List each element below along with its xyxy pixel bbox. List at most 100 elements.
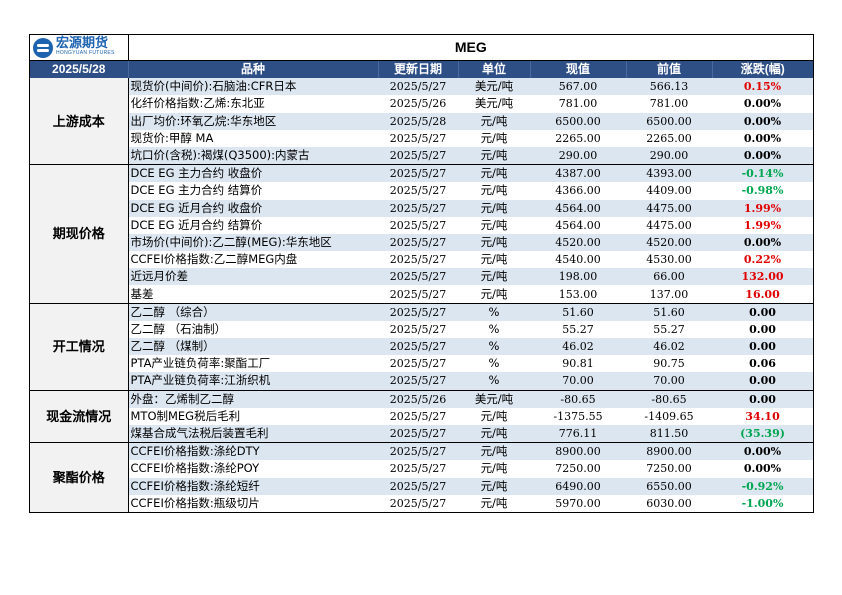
current-value: 55.27 [562,322,594,336]
update-date: 2025/5/26 [389,97,447,111]
unit: 元/吨 [458,285,530,304]
previous-value: 6500.00 [626,112,712,130]
table-row: CCFEI价格指数:瓶级切片 2025/5/27 元/吨 5970.00 6030.00… [30,494,814,513]
update-date: 2025/5/27 [378,424,458,444]
table-row: 基差 2025/5/27 元/吨 153.00 137.00 16.00 [30,285,814,304]
previous-value: 811.50 [626,424,712,444]
change-value: 0.00% [743,131,782,145]
col-header-name: 品种 [128,60,379,79]
current-value: 70.00 [530,372,626,391]
table-row: 期现价格 DCE EG 主力合约 收盘价 2025/5/27 元/吨 4387.00 43… [30,164,814,304]
change-value: 0.00% [712,112,814,130]
update-date: 2025/5/27 [389,462,447,476]
current-value: 8900.00 [530,442,626,461]
item-name: MTO制MEG税后毛利 [130,408,241,423]
current-value: 2265.00 [555,131,601,145]
group-label: 期现价格 [30,164,129,304]
update-date: 2025/5/27 [378,268,458,286]
table-row: 开工情况 乙二醇 （综合） 2025/5/27% 51.60 51.60 0.00 [30,303,814,391]
table-row: 坑口价(含税):褐煤(Q3500):内蒙古 2025/5/27 元/吨 290.00 2… [30,146,814,166]
update-date: 2025/5/27 [389,184,447,198]
unit: % [488,356,500,371]
table-row: 上游成本 现货价(中间价):石脑油:CFR日本 2025/5/27 美元/吨 567.0… [30,78,814,166]
table-row: 市场价(中间价):乙二醇(MEG):华东地区 2025/5/27 元/吨 4520.0… [30,233,814,252]
update-date: 2025/5/27 [378,372,458,391]
item-name: 化纤价格指数:乙烯:东北亚 [130,96,265,111]
group-label: 现金流情况 [30,390,129,444]
current-value: 290.00 [530,146,626,166]
current-value: 4387.00 [530,164,626,183]
item-name: 乙二醇 （综合） [128,303,378,321]
item-name: 乙二醇 （石油制） [130,321,227,336]
change-value: 0.06 [749,357,776,371]
previous-value: 137.00 [626,285,712,304]
table-row: DCE EG 近月合约 收盘价 2025/5/27 元/吨 4564.00 4475.0… [30,199,814,217]
col-header-change: 涨跌(幅) [712,60,814,79]
change-value: 0.00 [712,390,814,408]
previous-value: 66.00 [626,268,712,286]
col-header-date: 更新日期 [378,60,459,79]
current-value: 7250.00 [555,462,601,476]
col-header-unit: 单位 [458,60,531,79]
update-date: 2025/5/27 [378,146,458,166]
item-name: PTA产业链负荷率:江浙织机 [128,372,378,391]
update-date: 2025/5/27 [378,442,458,461]
table-row: CCFEI价格指数:涤纶短纤 2025/5/27 元/吨 6490.00 6550.00… [30,477,814,495]
unit: 元/吨 [458,477,530,495]
previous-value: 4475.00 [646,218,692,232]
previous-value: -1409.65 [644,409,694,423]
previous-value: 566.13 [626,78,712,96]
report-date: 2025/5/28 [30,60,129,79]
previous-value: 55.27 [653,322,685,336]
previous-value: 8900.00 [626,442,712,461]
unit: % [458,372,530,391]
update-date: 2025/5/26 [378,390,458,408]
current-value: -1375.55 [553,409,603,423]
change-value: 0.00% [743,462,782,476]
previous-value: 7250.00 [646,462,692,476]
table-row: 近远月价差 2025/5/27 元/吨 198.00 66.00 132.00 [30,268,814,286]
update-date: 2025/5/27 [389,253,447,267]
previous-value: 4475.00 [626,199,712,217]
update-date: 2025/5/27 [378,303,458,321]
hongyuan-logo-icon [33,37,53,58]
table-row: 化纤价格指数:乙烯:东北亚 2025/5/26 美元/吨 781.00 781.00 0.… [30,95,813,112]
item-name: DCE EG 近月合约 结算价 [130,217,263,232]
table-row: MTO制MEG税后毛利 2025/5/27 元/吨 -1375.55 -1409.65 3… [30,408,813,425]
change-value: 1.99% [712,199,814,217]
update-date: 2025/5/27 [389,218,447,232]
change-value: 132.00 [712,268,814,286]
change-value: 16.00 [712,285,814,304]
logo-en: HONGYUAN FUTURES [56,49,115,56]
logo: 宏源期货 HONGYUAN FUTURES [30,35,129,61]
previous-value: 70.00 [626,372,712,391]
item-name: 煤基合成气法税后装置毛利 [128,424,378,444]
group-label: 上游成本 [30,78,129,166]
unit: 元/吨 [458,199,530,217]
table-row: 聚酯价格 CCFEI价格指数:涤纶DTY 2025/5/27 元/吨 8900.00 89… [30,442,814,513]
unit: 元/吨 [458,494,530,513]
title-row: 宏源期货 HONGYUAN FUTURES MEG [30,35,814,61]
item-name: 现货价:甲醇 MA [130,130,214,145]
change-value: -1.00% [712,494,814,513]
meg-table: 宏源期货 HONGYUAN FUTURES MEG 2025/5/28 品种 更… [30,35,814,513]
table-row: 现金流情况 外盘：乙烯制乙二醇 2025/5/26 美元/吨 -80.65 -80.65 0… [30,390,814,444]
previous-value: 4530.00 [646,253,692,267]
current-value: 4540.00 [555,253,601,267]
update-date: 2025/5/27 [378,338,458,356]
previous-value: 4520.00 [626,233,712,252]
previous-value: 46.02 [626,338,712,356]
item-name: 坑口价(含税):褐煤(Q3500):内蒙古 [128,146,378,166]
item-name: 外盘：乙烯制乙二醇 [128,390,378,408]
change-value: 1.99% [743,218,782,232]
item-name: 出厂均价:环氧乙烷:华东地区 [128,112,378,130]
current-value: 4564.00 [530,199,626,217]
item-name: CCFEI价格指数:瓶级切片 [128,494,378,513]
group-label: 聚酯价格 [30,442,129,513]
unit: 元/吨 [480,461,508,476]
unit: 美元/吨 [458,78,530,96]
update-date: 2025/5/27 [389,409,447,423]
previous-value: 290.00 [626,146,712,166]
unit: 元/吨 [480,217,508,232]
previous-value: 6030.00 [626,494,712,513]
